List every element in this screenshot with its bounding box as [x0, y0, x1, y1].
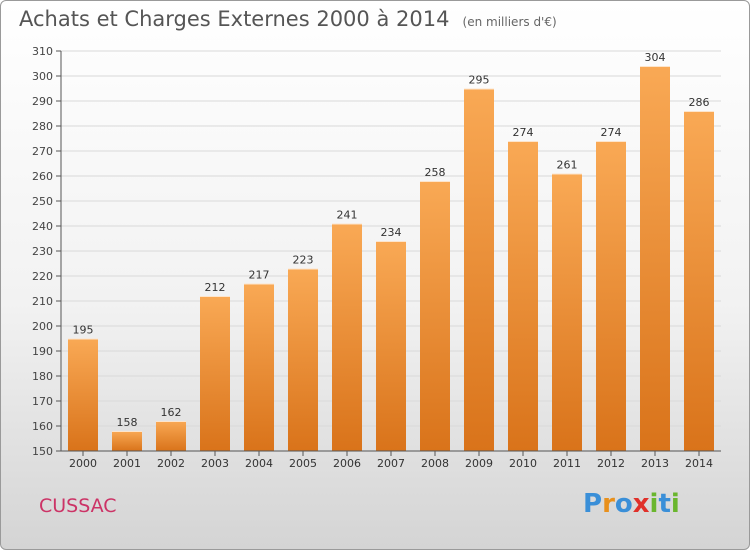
logo-letter: P [583, 489, 603, 519]
bar [332, 223, 362, 451]
x-tick-label: 2007 [377, 457, 405, 470]
logo-letter: o [614, 489, 633, 519]
bar [552, 173, 582, 451]
proxiti-logo: Proxiti [583, 489, 680, 519]
bar [684, 111, 714, 451]
data-label: 241 [337, 209, 358, 222]
x-tick-label: 2004 [245, 457, 273, 470]
bar [420, 181, 450, 451]
data-label: 295 [469, 74, 490, 87]
data-label: 258 [425, 166, 446, 179]
bar [68, 338, 98, 451]
chart-title: Achats et Charges Externes 2000 à 2014 [19, 7, 450, 31]
x-tick-label: 2013 [641, 457, 669, 470]
x-tick-label: 2005 [289, 457, 317, 470]
y-tick-label: 300 [32, 70, 53, 83]
y-tick-label: 160 [32, 420, 53, 433]
x-tick-label: 2008 [421, 457, 449, 470]
data-label: 162 [161, 406, 182, 419]
y-tick-label: 180 [32, 370, 53, 383]
data-label: 223 [293, 254, 314, 267]
logo-letter: i [670, 489, 680, 519]
data-label: 304 [645, 51, 666, 64]
commune-name: CUSSAC [39, 495, 117, 517]
y-tick-label: 280 [32, 120, 53, 133]
x-tick-label: 2000 [69, 457, 97, 470]
logo-letter: t [658, 489, 671, 519]
data-label: 274 [601, 126, 622, 139]
x-tick-label: 2003 [201, 457, 229, 470]
bar [376, 241, 406, 451]
bar [596, 141, 626, 451]
y-tick-label: 240 [32, 220, 53, 233]
unit-note: (en milliers d'€) [462, 15, 557, 29]
y-tick-label: 190 [32, 345, 53, 358]
y-tick-label: 210 [32, 295, 53, 308]
bar [200, 296, 230, 451]
y-tick-label: 250 [32, 195, 53, 208]
bar [640, 66, 670, 451]
y-tick-label: 170 [32, 395, 53, 408]
title-row: Achats et Charges Externes 2000 à 2014 (… [19, 7, 557, 31]
bar [156, 421, 186, 451]
y-tick-label: 260 [32, 170, 53, 183]
x-tick-label: 2009 [465, 457, 493, 470]
logo-letter: x [632, 489, 650, 519]
y-tick-label: 150 [32, 445, 53, 458]
axis-layer: 150 160 170 180 190 200 210 220 230 240 250 260 270 2… [32, 45, 721, 470]
bar [244, 283, 274, 451]
data-label: 217 [249, 269, 270, 282]
x-tick-label: 2014 [685, 457, 713, 470]
y-tick-label: 310 [32, 45, 53, 58]
bar [112, 431, 142, 451]
x-tick-label: 2010 [509, 457, 537, 470]
y-tick-label: 220 [32, 270, 53, 283]
x-tick-label: 2001 [113, 457, 141, 470]
logo-letter: r [602, 489, 615, 519]
bar [464, 88, 494, 451]
y-tick-label: 230 [32, 245, 53, 258]
bars-layer: 195 158 162 212 217 223 241 234 258 295 274 261 274 3… [68, 51, 714, 451]
x-tick-label: 2012 [597, 457, 625, 470]
data-label: 212 [205, 281, 226, 294]
logo-letter: i [649, 489, 659, 519]
data-label: 261 [557, 159, 578, 172]
data-label: 234 [381, 226, 402, 239]
x-tick-label: 2006 [333, 457, 361, 470]
bar [508, 141, 538, 451]
y-tick-label: 270 [32, 145, 53, 158]
data-label: 195 [73, 324, 94, 337]
y-tick-label: 290 [32, 95, 53, 108]
data-label: 286 [689, 96, 710, 109]
x-tick-label: 2011 [553, 457, 581, 470]
data-label: 274 [513, 126, 534, 139]
bar [288, 268, 318, 451]
x-tick-label: 2002 [157, 457, 185, 470]
data-label: 158 [117, 416, 138, 429]
y-tick-label: 200 [32, 320, 53, 333]
